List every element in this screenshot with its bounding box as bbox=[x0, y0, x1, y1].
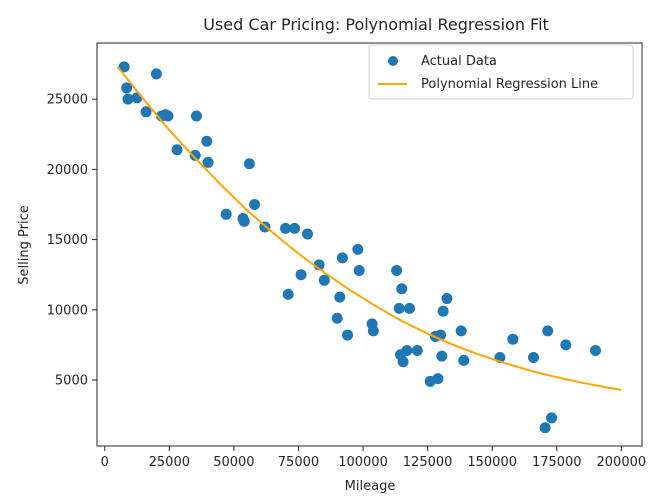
data-point bbox=[171, 144, 183, 156]
x-tick-label: 25000 bbox=[149, 455, 190, 470]
data-point bbox=[331, 312, 343, 324]
data-point bbox=[122, 93, 134, 105]
data-point bbox=[131, 92, 143, 104]
data-point bbox=[458, 354, 470, 366]
data-point bbox=[140, 106, 152, 118]
data-point bbox=[220, 208, 232, 220]
data-point bbox=[318, 274, 330, 286]
data-point bbox=[190, 110, 202, 122]
x-tick-label: 75000 bbox=[278, 455, 319, 470]
y-tick-label: 5000 bbox=[55, 374, 88, 389]
y-axis-ticks: 5000 10000 15000 20000 25000 bbox=[47, 93, 97, 389]
legend-label-actual-data: Actual Data bbox=[421, 54, 497, 69]
data-point bbox=[189, 149, 201, 161]
data-point bbox=[202, 156, 214, 168]
axes-frame bbox=[96, 42, 643, 447]
data-point bbox=[289, 222, 301, 234]
data-point bbox=[302, 228, 314, 240]
x-tick-label: 150000 bbox=[467, 455, 517, 470]
y-tick-label: 15000 bbox=[47, 233, 88, 248]
data-point bbox=[560, 339, 572, 351]
x-tick-label: 200000 bbox=[597, 455, 647, 470]
x-axis-ticks: 0 25000 50000 75000 100000 125000 150000 175000… bbox=[101, 446, 647, 470]
x-tick-label: 100000 bbox=[338, 455, 388, 470]
x-axis-label: Mileage bbox=[345, 479, 396, 494]
legend-box bbox=[368, 44, 634, 100]
data-point bbox=[436, 350, 448, 362]
data-point bbox=[238, 215, 250, 227]
data-point bbox=[391, 264, 403, 276]
chart-title: Used Car Pricing: Polynomial Regression … bbox=[203, 15, 549, 34]
data-point bbox=[295, 269, 307, 281]
data-point bbox=[432, 373, 444, 385]
data-point bbox=[542, 325, 554, 337]
data-point bbox=[397, 356, 409, 368]
data-point bbox=[121, 82, 133, 94]
data-point bbox=[336, 252, 348, 264]
data-point bbox=[201, 135, 213, 147]
regression-line bbox=[116, 66, 622, 391]
data-point bbox=[353, 264, 365, 276]
data-point bbox=[282, 288, 294, 300]
x-tick-label: 0 bbox=[101, 455, 109, 470]
data-point bbox=[507, 333, 519, 345]
data-point bbox=[342, 329, 354, 341]
x-tick-label: 125000 bbox=[403, 455, 453, 470]
y-tick-label: 20000 bbox=[47, 163, 88, 178]
data-point bbox=[411, 345, 423, 357]
legend: Actual Data Polynomial Regression Line bbox=[368, 44, 634, 100]
data-point bbox=[243, 158, 255, 170]
plot-area bbox=[96, 42, 643, 447]
data-point bbox=[404, 302, 416, 314]
y-tick-label: 10000 bbox=[47, 303, 88, 318]
data-point bbox=[396, 283, 408, 295]
data-point bbox=[367, 325, 379, 337]
data-point bbox=[280, 222, 292, 234]
data-point bbox=[455, 325, 467, 337]
y-tick-label: 25000 bbox=[47, 93, 88, 108]
data-point bbox=[393, 302, 405, 314]
y-axis-label: Selling Price bbox=[17, 205, 32, 284]
data-point bbox=[162, 110, 174, 122]
data-point bbox=[539, 422, 551, 434]
x-tick-label: 175000 bbox=[532, 455, 582, 470]
data-point bbox=[546, 412, 558, 424]
data-point bbox=[352, 243, 364, 255]
data-point bbox=[401, 345, 413, 357]
data-point bbox=[334, 291, 346, 303]
data-point bbox=[590, 345, 602, 357]
data-point bbox=[249, 198, 261, 210]
data-point bbox=[528, 352, 540, 364]
legend-label-regression-line: Polynomial Regression Line bbox=[421, 77, 598, 92]
data-point bbox=[441, 293, 453, 305]
data-point bbox=[437, 305, 449, 317]
data-point bbox=[150, 68, 162, 80]
x-tick-label: 50000 bbox=[213, 455, 254, 470]
data-point bbox=[118, 61, 130, 73]
legend-marker-actual-data bbox=[388, 56, 398, 66]
